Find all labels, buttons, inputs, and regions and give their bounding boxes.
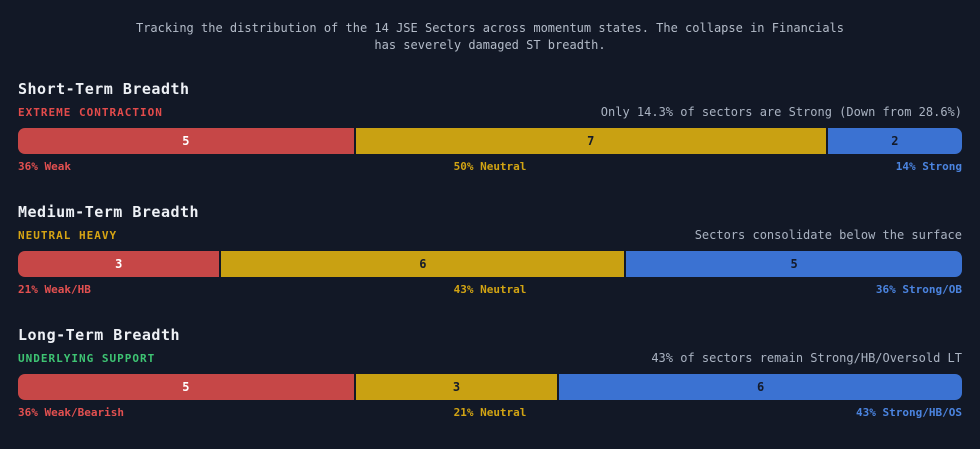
section-title: Long-Term Breadth [18,326,181,344]
bar-segment-neutral: 7 [355,128,826,154]
pct-label-weak: 36% Weak [18,160,71,173]
section-meta-row: EXTREME CONTRACTION Only 14.3% of sector… [18,105,962,119]
section-title: Medium-Term Breadth [18,203,200,221]
medium-term-breadth-section: Medium-Term Breadth NEUTRAL HEAVY Sector… [18,203,962,296]
breadth-dashboard: Tracking the distribution of the 14 JSE … [18,0,962,419]
percent-label-row: 21% Weak/HB 43% Neutral 36% Strong/OB [18,283,962,296]
pct-label-strong: 14% Strong [895,160,963,173]
annotation-text: Sectors consolidate below the surface [694,228,962,242]
bar-segment-neutral: 6 [221,251,625,277]
section-meta-row: UNDERLYING SUPPORT 43% of sectors remain… [18,351,962,365]
bar-segment-strong: 5 [626,251,962,277]
bar-segment-weak: 5 [18,374,354,400]
section-meta-row: NEUTRAL HEAVY Sectors consolidate below … [18,228,962,242]
percent-label-row: 36% Weak 50% Neutral 14% Strong [18,160,962,173]
bar-segment-weak: 5 [18,128,354,154]
pct-label-strong: 36% Strong/OB [875,283,963,296]
pct-label-weak: 21% Weak/HB [18,283,91,296]
subtitle-line-1: Tracking the distribution of the 14 JSE … [135,21,844,35]
bar-segment-weak: 3 [18,251,220,277]
section-title: Short-Term Breadth [18,80,190,98]
pct-label-strong: 43% Strong/HB/OS [856,406,963,419]
pct-label-neutral: 21% Neutral [453,406,527,419]
pct-label-weak: 36% Weak/Bearish [18,406,124,419]
pct-label-neutral: 43% Neutral [453,283,527,296]
long-term-breadth-section: Long-Term Breadth UNDERLYING SUPPORT 43%… [18,326,962,419]
short-term-breadth-section: Short-Term Breadth EXTREME CONTRACTION O… [18,80,962,173]
bar-segment-strong: 6 [559,374,962,400]
pct-label-neutral: 50% Neutral [453,160,527,173]
status-label: NEUTRAL HEAVY [18,229,118,242]
bar-segment-neutral: 3 [355,374,558,400]
subtitle-line-2: has severely damaged ST breadth. [374,38,606,52]
annotation-text: 43% of sectors remain Strong/HB/Oversold… [651,351,962,365]
bar-segment-strong: 2 [827,128,962,154]
status-label: EXTREME CONTRACTION [18,106,163,119]
percent-label-row: 36% Weak/Bearish 21% Neutral 43% Strong/… [18,406,962,419]
dashboard-subtitle: Tracking the distribution of the 14 JSE … [18,0,962,54]
status-label: UNDERLYING SUPPORT [18,352,156,365]
annotation-text: Only 14.3% of sectors are Strong (Down f… [600,105,962,119]
